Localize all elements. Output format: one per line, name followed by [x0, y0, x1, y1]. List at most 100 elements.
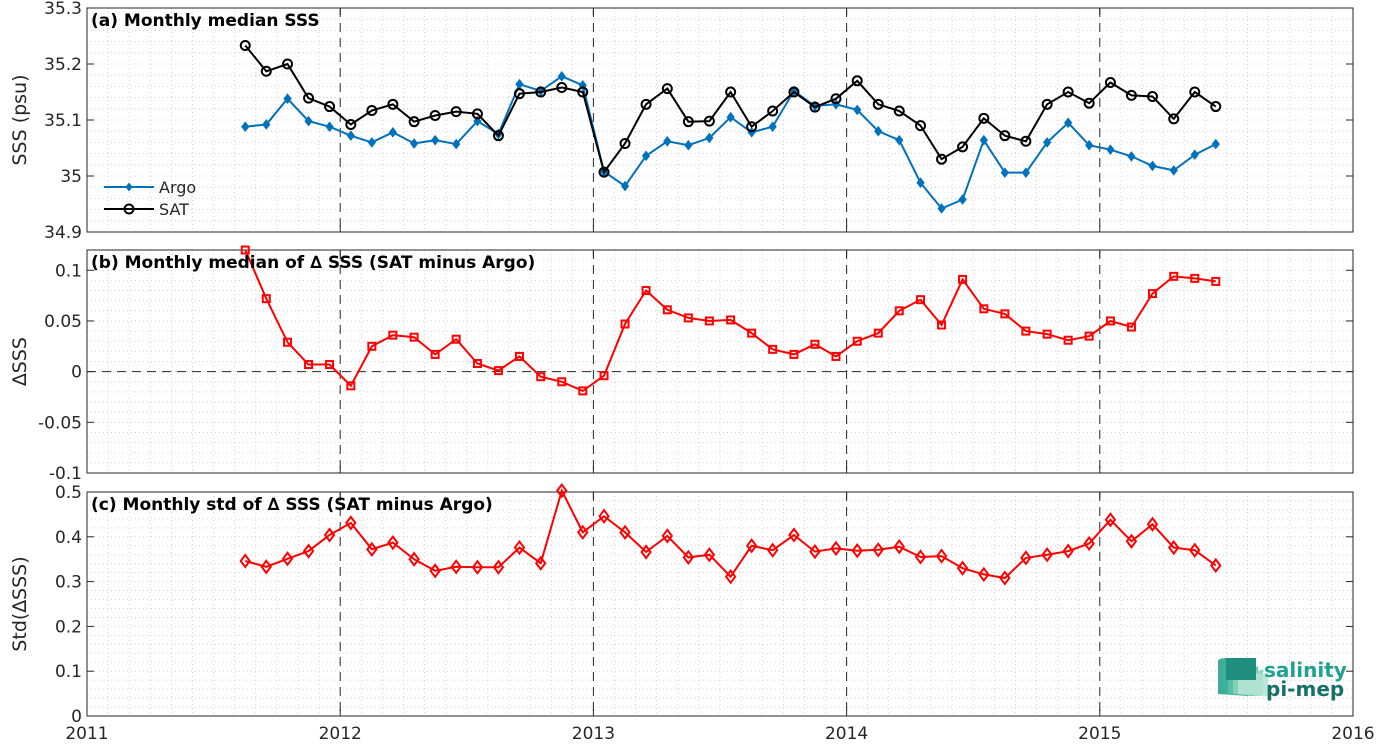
minor-grid: [87, 8, 1353, 232]
data-point: [387, 98, 399, 110]
data-point: [851, 543, 863, 559]
data-point: [682, 549, 695, 566]
data-point: [281, 551, 294, 567]
data-point: [641, 150, 651, 162]
data-point: [979, 134, 988, 146]
data-point: [577, 524, 589, 540]
data-point: [809, 101, 821, 113]
data-point: [978, 112, 990, 124]
data-point: [1105, 316, 1115, 326]
data-point: [1062, 86, 1074, 98]
data-point: [894, 306, 904, 316]
data-point: [1169, 271, 1179, 281]
axes-frame: [86, 491, 1354, 717]
data-point: [471, 559, 484, 575]
y-tick-label: 34.9: [44, 223, 82, 243]
data-point: [367, 137, 376, 148]
data-point: [724, 569, 737, 585]
data-point: [410, 138, 419, 149]
x-tick-label: 2014: [825, 724, 868, 744]
data-point: [1104, 76, 1116, 88]
data-point: [471, 108, 483, 120]
data-point: [1127, 151, 1136, 162]
data-point: [346, 130, 355, 141]
y-tick-label: -0.1: [49, 464, 82, 484]
y-tick-label: 0.1: [55, 261, 82, 281]
data-point: [893, 105, 905, 117]
y-tick-label: 0.1: [55, 662, 82, 682]
data-point: [1167, 539, 1180, 556]
data-point: [431, 134, 440, 146]
y-tick-label: 35.1: [44, 111, 82, 131]
data-point: [556, 482, 568, 499]
data-point: [1042, 329, 1052, 339]
data-point: [935, 548, 948, 564]
data-point: [1189, 542, 1201, 558]
data-point: [831, 351, 841, 361]
data-point: [325, 360, 335, 370]
data-point: [304, 360, 314, 370]
data-point: [937, 320, 947, 330]
data-point: [452, 138, 461, 150]
data-point: [914, 549, 927, 565]
data-point: [345, 515, 357, 531]
data-point: [1126, 322, 1136, 332]
data-point: [408, 116, 420, 128]
data-point: [534, 555, 547, 571]
data-point: [536, 372, 546, 382]
y-tick-label: 35: [60, 167, 82, 187]
data-point: [535, 86, 547, 98]
data-point: [620, 180, 630, 192]
data-point: [598, 508, 610, 524]
data-point: [1189, 86, 1201, 98]
data-point: [492, 559, 505, 575]
data-point: [788, 86, 800, 98]
data-point: [683, 313, 693, 323]
data-point: [556, 82, 568, 94]
data-point: [810, 339, 820, 349]
data-point: [915, 120, 927, 132]
data-point: [767, 105, 779, 117]
y-tick-label: 0: [71, 363, 82, 383]
legend: Argo SAT: [104, 178, 196, 219]
data-point: [599, 371, 609, 381]
data-point: [1062, 543, 1074, 559]
data-point: [1063, 335, 1073, 345]
data-point: [703, 547, 716, 563]
data-point: [514, 351, 524, 361]
series-sat: [239, 40, 1222, 178]
y-tick-label: 0.3: [55, 573, 82, 593]
data-point: [239, 40, 251, 52]
data-point: [430, 349, 440, 359]
y-tick-label: 35.3: [44, 0, 82, 19]
panel-a: 34.9 35 35.1 35.2 35.3 SSS (psu) (a) Monthly m…: [9, 0, 1354, 243]
data-point: [620, 319, 630, 329]
data-point: [703, 115, 715, 127]
x-tick-label: 2011: [65, 724, 108, 744]
data-point: [429, 110, 441, 122]
data-point: [619, 524, 631, 540]
y-tick-label: 0.5: [55, 483, 82, 503]
data-point: [451, 334, 461, 344]
data-point: [578, 386, 588, 396]
y-axis-label: ∆SSS: [9, 337, 31, 387]
data-point: [874, 125, 883, 137]
data-point: [408, 551, 420, 567]
y-tick-label: 0.2: [55, 617, 82, 637]
data-point: [1168, 113, 1180, 125]
data-point: [684, 139, 693, 151]
data-point: [1020, 550, 1032, 566]
data-point: [323, 527, 336, 543]
data-point: [1083, 97, 1095, 109]
data-point: [1020, 135, 1032, 147]
panel-c: 0 0.1 0.2 0.3 0.4 0.5 2011 2012 2013 2014 2015 2016…: [9, 482, 1375, 744]
data-point: [893, 538, 906, 555]
legend-label: Argo: [159, 178, 196, 197]
data-point: [1148, 160, 1157, 172]
data-point: [851, 75, 863, 87]
x-tick-label: 2012: [319, 724, 362, 744]
data-point: [1083, 535, 1095, 552]
data-point: [1000, 309, 1010, 319]
logo-text-bottom: pi-mep: [1266, 677, 1344, 701]
data-point: [492, 130, 504, 142]
